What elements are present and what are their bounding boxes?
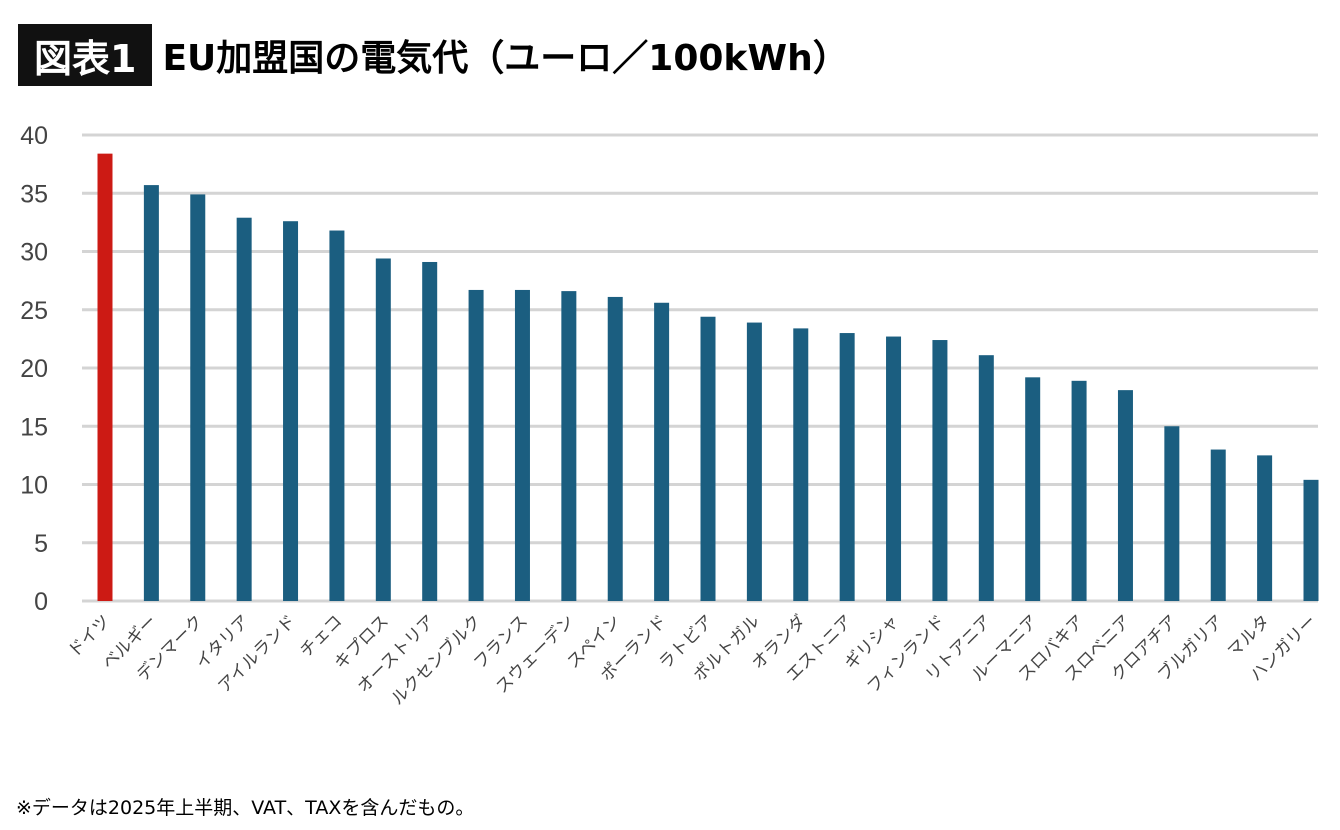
bar <box>1117 390 1133 601</box>
y-tick-label: 15 <box>20 413 48 441</box>
footnote: ※データは2025年上半期、VAT、TAXを含んだもの。 <box>16 797 475 819</box>
bar <box>329 230 345 601</box>
bar <box>978 355 994 601</box>
figure-badge: 図表1 <box>18 24 153 86</box>
y-tick-label: 30 <box>20 239 48 267</box>
bar <box>561 291 577 601</box>
bar <box>375 258 391 601</box>
bar <box>422 261 438 601</box>
y-tick-label: 40 <box>20 122 48 150</box>
bar <box>886 336 902 601</box>
bar <box>746 322 762 601</box>
chart-title: EU加盟国の電気代（ユーロ／100kWh） <box>162 38 849 79</box>
y-tick-label: 25 <box>20 297 48 325</box>
y-tick-label: 10 <box>20 472 48 500</box>
bar <box>514 289 530 601</box>
bar <box>143 185 159 601</box>
bar <box>1025 377 1041 601</box>
bar <box>654 302 670 601</box>
bar <box>97 153 113 601</box>
bar <box>932 340 948 601</box>
bar <box>1164 426 1180 601</box>
bar <box>1257 455 1273 601</box>
bar <box>1303 479 1319 601</box>
y-tick-label: 0 <box>34 588 48 616</box>
y-tick-label: 5 <box>34 530 48 558</box>
chart-header: 図表1 EU加盟国の電気代（ユーロ／100kWh） <box>18 24 849 86</box>
bar <box>283 221 299 601</box>
bar <box>839 333 855 601</box>
bar <box>468 289 484 601</box>
y-tick-label: 35 <box>20 180 48 208</box>
bar <box>793 328 809 601</box>
bar <box>190 194 206 602</box>
bar <box>236 217 252 601</box>
bar <box>607 296 623 601</box>
bar <box>1210 449 1226 601</box>
y-tick-label: 20 <box>20 355 48 383</box>
bar <box>1071 380 1087 601</box>
bar <box>700 316 716 601</box>
